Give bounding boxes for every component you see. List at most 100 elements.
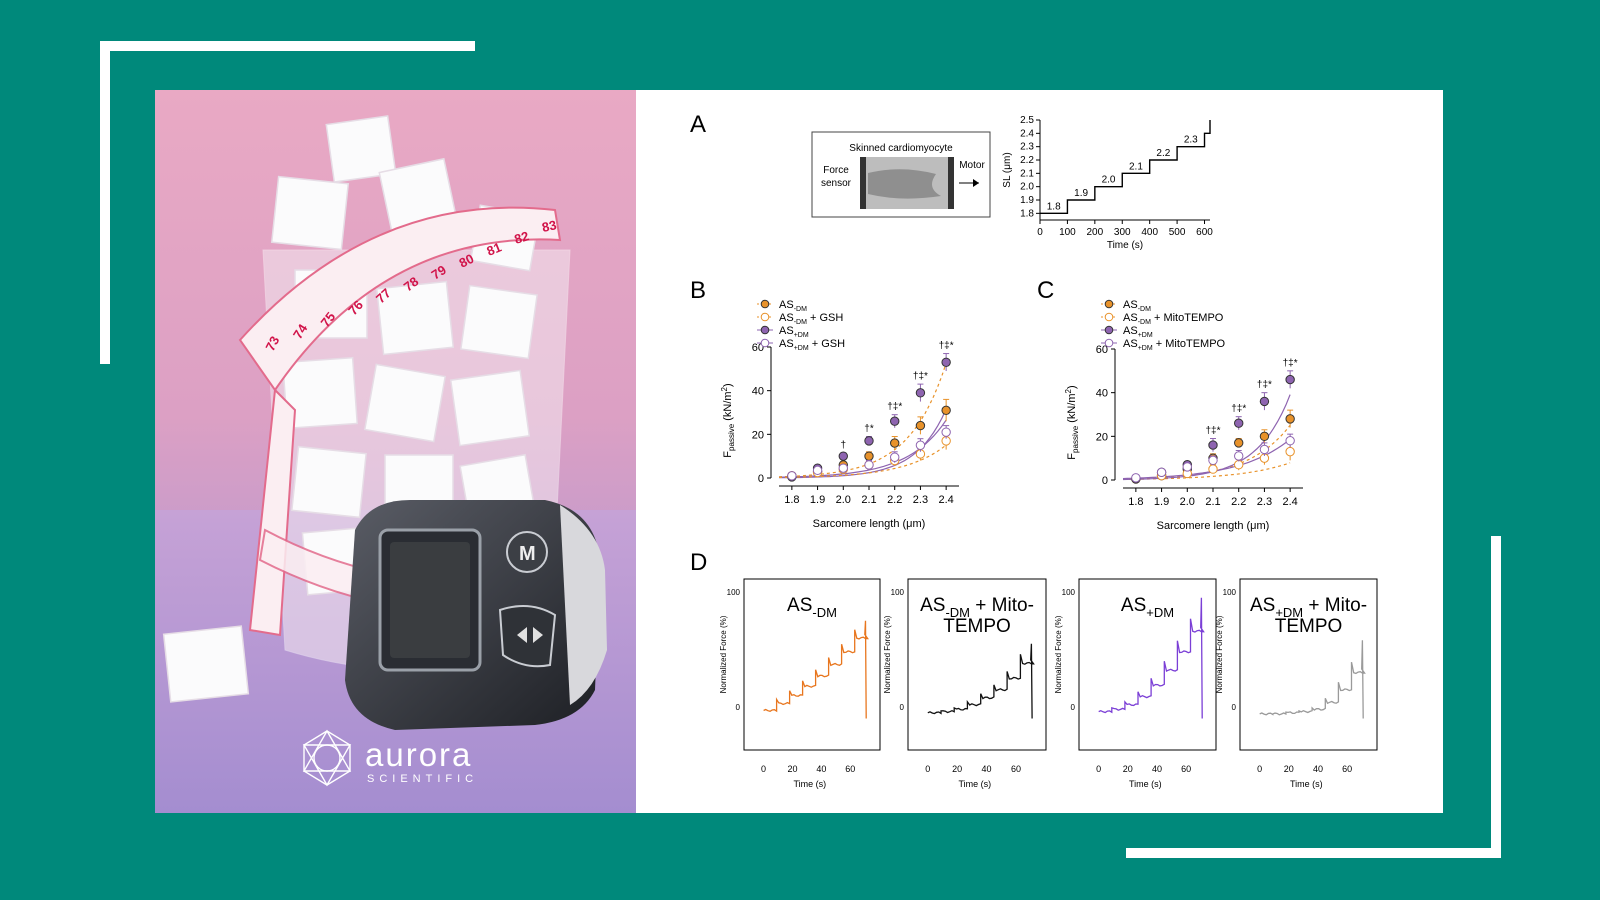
data-point	[1182, 462, 1192, 472]
legend-label: AS+DM	[779, 325, 809, 339]
trace-panel-border	[743, 578, 881, 751]
trace-panel: AS-DM 0 100 Normalized Force (%) 0 20 40 60 Time…	[719, 578, 881, 789]
y-axis-label: Fpassive (kN/m2)	[1064, 385, 1080, 459]
research-figure: A B C D Skinned cardiomyocyte Force sens…	[690, 111, 1378, 789]
x-tick-label: 2.4	[1282, 496, 1297, 508]
schematic-motor-label: Motor	[959, 160, 985, 171]
data-point	[1208, 455, 1218, 466]
legend-marker	[760, 299, 770, 309]
tape-number: 79	[429, 262, 449, 282]
x-axis-label: Time (s)	[1107, 240, 1143, 251]
data-point	[915, 440, 926, 450]
data-point	[1234, 438, 1244, 448]
y-tick-label: 60	[1096, 344, 1108, 356]
x-tick-label: 1.9	[1154, 496, 1169, 508]
x-axis-label: Time (s)	[793, 779, 826, 789]
data-point	[1285, 446, 1295, 457]
step-label: 2.1	[1129, 161, 1143, 172]
chart-c-passive-force-mitotempo: 1.8 1.9 2.0 2.1 2.2 2.3 2.4 0 20 40 60 Sarcomere le…	[1064, 299, 1303, 532]
fit-curve	[778, 362, 947, 478]
significance-marker: †‡*	[1257, 380, 1272, 391]
x-tick-label: 20	[1123, 764, 1133, 774]
data-point	[787, 471, 797, 481]
data-point	[915, 420, 926, 431]
legend-marker	[760, 325, 770, 335]
force-trace	[1259, 640, 1366, 719]
legend-label: AS-DM + GSH	[779, 312, 843, 326]
x-tick-label: 40	[816, 764, 826, 774]
y-tick-label: 2.0	[1020, 182, 1034, 193]
y-tick-label: 0	[1102, 475, 1108, 487]
data-point	[1259, 396, 1270, 407]
legend-label: AS-DM + MitoTEMPO	[1123, 312, 1224, 326]
y-tick-label: 0	[758, 473, 764, 485]
significance-marker: †‡*	[939, 341, 954, 352]
data-point	[1285, 414, 1295, 424]
x-tick-label: 1.8	[1128, 496, 1143, 508]
y-tick-label: 100	[1223, 588, 1237, 597]
trace-panel-border	[1078, 578, 1217, 751]
data-point	[1234, 451, 1244, 461]
x-tick-label: 600	[1196, 227, 1213, 238]
fit-curve	[778, 419, 947, 478]
y-tick-label: 40	[752, 386, 764, 398]
x-tick-label: 20	[787, 764, 797, 774]
step-label: 2.0	[1102, 175, 1116, 186]
frame-bottom-right-vertical	[1491, 536, 1501, 858]
x-tick-label: 2.4	[938, 494, 953, 506]
trace-panel: AS+DM + Mito-TEMPO 0 100 Normalized Force (…	[1215, 578, 1378, 789]
y-axis-label: Normalized Force (%)	[883, 615, 892, 693]
data-point	[864, 451, 874, 461]
y-axis-label: Normalized Force (%)	[1054, 615, 1063, 693]
y-tick-label: 60	[752, 342, 764, 354]
x-tick-label: 60	[1342, 764, 1352, 774]
significance-marker: †‡*	[913, 371, 928, 382]
y-tick-label: 0	[1232, 703, 1237, 712]
y-axis-label: Fpassive (kN/m2)	[720, 383, 736, 457]
x-tick-label: 40	[1152, 764, 1162, 774]
y-tick-label: 2.4	[1020, 128, 1034, 139]
data-point	[1208, 464, 1218, 474]
x-axis-label: Time (s)	[1129, 779, 1162, 789]
fit-curve	[779, 444, 947, 478]
tape-number: 82	[512, 228, 530, 247]
trace-panel-border	[1239, 578, 1378, 751]
x-tick-label: 40	[982, 764, 992, 774]
cardiomyocyte-schematic: Skinned cardiomyocyte Force sensor Motor	[811, 131, 991, 218]
legend-label: AS-DM	[1123, 299, 1151, 313]
y-tick-label: 20	[752, 429, 764, 441]
data-point	[1259, 431, 1270, 442]
data-point	[838, 451, 848, 461]
data-point	[1156, 467, 1167, 478]
x-tick-label: 400	[1141, 227, 1158, 238]
y-tick-label: 1.8	[1020, 208, 1034, 219]
y-axis-label: Normalized Force (%)	[1215, 615, 1224, 693]
tape-number: 73	[262, 334, 282, 354]
y-tick-label: 2.5	[1020, 115, 1034, 126]
x-tick-label: 1.8	[784, 494, 799, 506]
x-tick-label: 500	[1169, 227, 1186, 238]
frame-top-left-vertical	[100, 41, 110, 364]
significance-marker: †	[841, 440, 847, 451]
data-point	[812, 465, 823, 476]
tape-number: 81	[485, 239, 504, 258]
legend-marker	[1104, 338, 1114, 348]
chart-b-passive-force-gsh: 1.8 1.9 2.0 2.1 2.2 2.3 2.4 0 20 40 60 Sarcomere le…	[720, 299, 959, 530]
data-point	[1234, 418, 1244, 428]
schematic-force-label: Force	[823, 165, 849, 176]
y-tick-label: 2.3	[1020, 142, 1034, 153]
x-tick-label: 40	[1313, 764, 1323, 774]
data-point	[915, 388, 926, 398]
panel-label-b: B	[690, 277, 706, 304]
aurora-logo-icon	[302, 729, 352, 787]
legend-label: AS+DM + MitoTEMPO	[1123, 338, 1226, 352]
x-tick-label: 60	[1181, 764, 1191, 774]
step-label: 1.8	[1047, 201, 1061, 212]
data-point	[1285, 374, 1295, 385]
trace-title: AS+DM	[1121, 595, 1174, 620]
x-tick-label: 2.3	[1257, 496, 1272, 508]
chart-d-force-traces: AS-DM 0 100 Normalized Force (%) 0 20 40 60 Time…	[719, 578, 1378, 789]
legend-label: AS+DM + GSH	[779, 338, 845, 352]
x-tick-label: 20	[952, 764, 962, 774]
significance-marker: †*	[864, 424, 874, 435]
